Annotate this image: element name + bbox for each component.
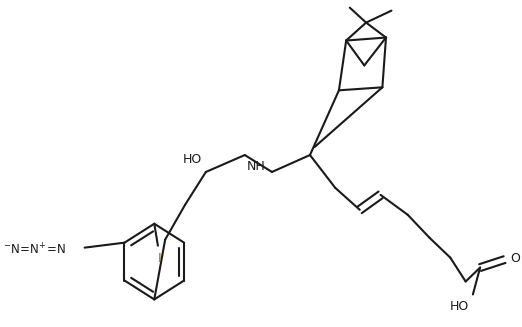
Text: NH: NH [246, 160, 265, 173]
Text: $\mathsf{^{-}N{\!=\!}N^{+}{\!=\!}N}$: $\mathsf{^{-}N{\!=\!}N^{+}{\!=\!}N}$ [4, 242, 67, 257]
Text: O: O [510, 252, 520, 265]
Text: HO: HO [450, 301, 469, 313]
Text: HO: HO [183, 153, 202, 166]
Text: I: I [158, 251, 161, 265]
